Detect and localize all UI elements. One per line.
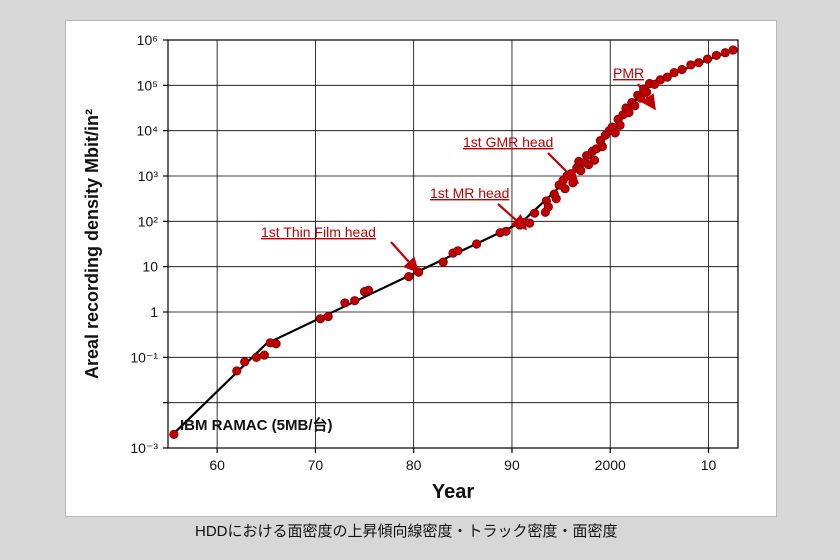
- data-point: [252, 353, 260, 361]
- x-tick-label: 60: [209, 457, 225, 473]
- x-tick-label: 70: [308, 457, 324, 473]
- annotation-label: 1st Thin Film head: [261, 224, 376, 240]
- data-point: [611, 129, 619, 137]
- data-point: [525, 219, 533, 227]
- trend-line: [173, 50, 733, 434]
- y-tick-label: 10²: [138, 213, 159, 229]
- data-point: [324, 312, 332, 320]
- data-point: [561, 184, 569, 192]
- x-tick-label: 2000: [595, 457, 626, 473]
- data-point: [694, 58, 702, 66]
- data-point: [260, 351, 268, 359]
- annotation-label: 1st GMR head: [463, 134, 553, 150]
- data-point: [678, 65, 686, 73]
- data-point: [439, 258, 447, 266]
- data-point: [316, 315, 324, 323]
- y-tick-label: 10⁵: [137, 77, 158, 93]
- data-point: [170, 430, 178, 438]
- data-point: [502, 227, 510, 235]
- y-tick-label: 10: [142, 259, 158, 275]
- data-point: [598, 142, 606, 150]
- data-point: [670, 68, 678, 76]
- data-point: [577, 166, 585, 174]
- data-point: [712, 51, 720, 59]
- y-tick-label: 10⁴: [136, 123, 158, 139]
- data-point: [625, 108, 633, 116]
- x-tick-label: 90: [504, 457, 520, 473]
- data-point: [552, 194, 560, 202]
- axes-frame: [168, 40, 738, 448]
- y-tick-label: 10⁻¹: [130, 349, 158, 365]
- y-tick-label: 10⁶: [137, 32, 158, 48]
- x-tick-label: 10: [701, 457, 717, 473]
- data-point: [703, 55, 711, 63]
- data-point: [351, 296, 359, 304]
- y-tick-label: 1: [150, 304, 158, 320]
- data-point: [544, 203, 552, 211]
- data-point: [405, 272, 413, 280]
- chart-svg: 60 70 80 90 2000 10 10⁻³ 10⁻¹ 1 10 10² 10³ 10⁴ 10⁵ 10⁶…: [0, 0, 840, 560]
- data-point: [240, 358, 248, 366]
- data-point: [341, 299, 349, 307]
- data-point: [530, 209, 538, 217]
- data-point: [472, 240, 480, 248]
- data-point: [729, 46, 737, 54]
- data-point: [616, 121, 624, 129]
- data-point: [721, 48, 729, 56]
- y-tick-label: 10⁻³: [130, 440, 158, 456]
- data-point: [272, 340, 280, 348]
- data-point: [454, 247, 462, 255]
- data-point: [233, 367, 241, 375]
- data-point: [631, 102, 639, 110]
- data-point: [590, 156, 598, 164]
- annotation-label-black: IBM RAMAC (5MB/台): [180, 416, 332, 434]
- annotation-label: 1st MR head: [430, 185, 509, 201]
- y-tick-label: 10³: [138, 168, 159, 184]
- x-axis-title: Year: [432, 481, 474, 503]
- y-axis-title: Areal recording density Mbit/in²: [82, 109, 102, 379]
- x-tick-label: 80: [406, 457, 422, 473]
- annotation-label: PMR: [613, 65, 644, 81]
- data-point: [687, 61, 695, 69]
- data-point: [364, 286, 372, 294]
